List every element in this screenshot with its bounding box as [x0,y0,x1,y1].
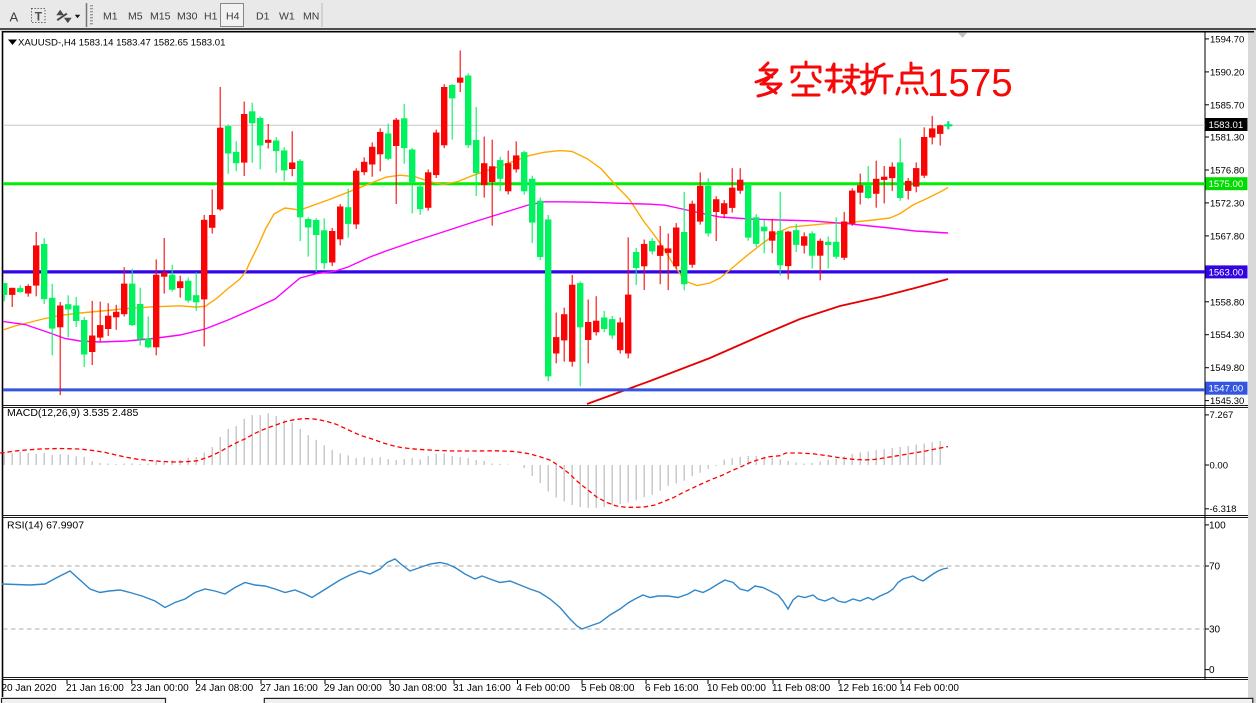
svg-text:1576.80: 1576.80 [1210,166,1244,177]
svg-text:1567.80: 1567.80 [1210,231,1244,242]
svg-text:XAUUSD-,H4 1583.14 1583.47 15: XAUUSD-,H4 1583.14 1583.47 1582.65 1583.… [18,38,225,49]
svg-text:0: 0 [1209,665,1215,676]
svg-text:T: T [35,10,43,24]
svg-text:6 Feb 16:00: 6 Feb 16:00 [645,683,699,694]
svg-text:M1: M1 [103,11,118,23]
svg-text:21 Jan 16:00: 21 Jan 16:00 [66,683,124,694]
svg-text:1594.70: 1594.70 [1210,34,1244,45]
svg-text:A: A [10,10,19,25]
svg-text:23 Jan 00:00: 23 Jan 00:00 [131,683,189,694]
svg-text:D1: D1 [256,11,270,23]
svg-text:27 Jan 16:00: 27 Jan 16:00 [260,683,318,694]
svg-text:11 Feb 08:00: 11 Feb 08:00 [772,683,831,694]
svg-text:30 Jan 08:00: 30 Jan 08:00 [389,683,447,694]
svg-text:1590.20: 1590.20 [1210,67,1244,78]
svg-text:H1: H1 [204,11,218,23]
svg-text:10 Feb 00:00: 10 Feb 00:00 [707,683,766,694]
svg-text:1554.30: 1554.30 [1210,330,1244,341]
svg-text:-6.318: -6.318 [1210,504,1237,515]
svg-text:RSI(14) 67.9907: RSI(14) 67.9907 [7,520,84,532]
svg-text:70: 70 [1209,562,1221,573]
svg-text:31 Jan 16:00: 31 Jan 16:00 [453,683,511,694]
svg-text:1583.01: 1583.01 [1209,120,1244,131]
svg-text:M5: M5 [128,11,143,23]
svg-text:MACD(12,26,9) 3.535 2.485: MACD(12,26,9) 3.535 2.485 [7,407,138,419]
svg-text:14 Feb 00:00: 14 Feb 00:00 [900,683,959,694]
svg-text:1547.00: 1547.00 [1209,384,1244,395]
svg-text:H4: H4 [226,11,240,23]
svg-text:M30: M30 [177,11,198,23]
svg-text:24 Jan 08:00: 24 Jan 08:00 [195,683,253,694]
svg-text:1563.00: 1563.00 [1209,267,1244,278]
svg-text:20 Jan 2020: 20 Jan 2020 [2,683,57,694]
svg-text:1549.80: 1549.80 [1210,363,1244,374]
svg-text:W1: W1 [279,11,295,23]
svg-text:0.00: 0.00 [1210,461,1229,472]
svg-text:M15: M15 [150,11,171,23]
svg-text:1545.30: 1545.30 [1210,396,1244,407]
svg-text:1575: 1575 [927,62,1013,105]
svg-text:1558.80: 1558.80 [1210,297,1244,308]
svg-text:100: 100 [1209,520,1226,531]
svg-text:1585.70: 1585.70 [1210,100,1244,111]
svg-text:29 Jan 00:00: 29 Jan 00:00 [324,683,382,694]
svg-text:5 Feb 08:00: 5 Feb 08:00 [581,683,635,694]
svg-text:MN: MN [303,11,319,23]
svg-text:30: 30 [1209,625,1221,636]
svg-text:1572.30: 1572.30 [1210,198,1244,209]
svg-text:4 Feb 00:00: 4 Feb 00:00 [517,683,571,694]
svg-text:7.267: 7.267 [1210,410,1234,421]
svg-text:12 Feb 16:00: 12 Feb 16:00 [838,683,897,694]
svg-text:1581.30: 1581.30 [1210,133,1244,144]
svg-text:1575.00: 1575.00 [1209,179,1244,190]
